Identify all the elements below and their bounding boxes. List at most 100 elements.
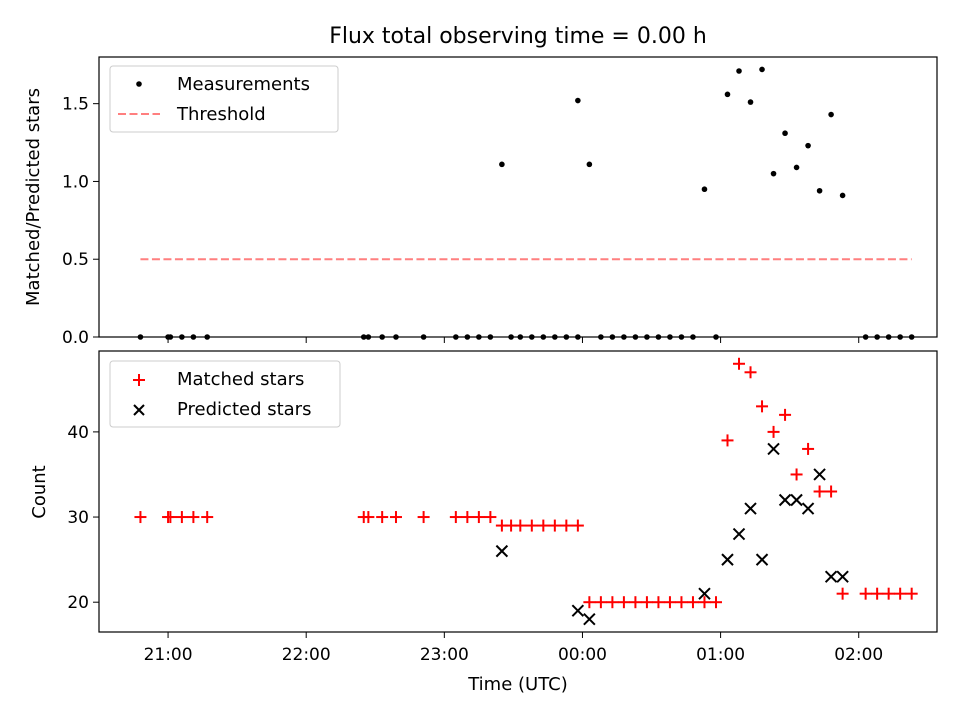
top-y-tick-label: 0.0: [62, 328, 89, 348]
legend-label-matched: Matched stars: [177, 369, 304, 390]
matched-point: [175, 511, 188, 524]
x-tick-label: 01:00: [696, 645, 745, 665]
matched-point: [362, 511, 375, 524]
top-panel: 0.0 0.5 1.0 1.5 Matched/Predicted stars Mea…: [23, 56, 938, 348]
matched-point: [617, 596, 630, 609]
bottom-y-tick-label: 40: [67, 423, 89, 443]
top-legend-box: [109, 65, 339, 133]
bottom-y-axis-label: Count: [29, 465, 50, 518]
predicted-point: [732, 527, 746, 541]
matched-point: [164, 511, 177, 524]
chart-title: Flux total observing time = 0.00 h: [329, 24, 707, 49]
matched-point: [606, 596, 619, 609]
predicted-point: [801, 502, 815, 515]
measurement-point: [724, 91, 731, 98]
predicted-point: [698, 587, 711, 600]
x-tick-label: 00:00: [558, 645, 607, 665]
legend-label-measurements: Measurements: [177, 74, 310, 95]
x-tick-label: 02:00: [834, 645, 883, 665]
matched-point: [767, 425, 780, 438]
predicted-point: [755, 553, 769, 566]
matched-point: [836, 587, 849, 600]
measurement-point: [759, 66, 765, 73]
legend-marker-measurements: [136, 81, 142, 87]
legend-label-threshold: Threshold: [176, 104, 266, 125]
measurement-point: [736, 68, 742, 74]
top-y-tick-label: 0.5: [62, 250, 89, 270]
matched-point: [871, 587, 884, 600]
bottom-y-tick-label: 20: [67, 593, 89, 613]
matched-point: [756, 400, 769, 413]
legend-label-predicted: Predicted stars: [177, 399, 311, 420]
matched-point: [201, 511, 214, 524]
predicted-point: [744, 502, 757, 515]
matched-point: [779, 408, 792, 421]
top-y-axis-label: Matched/Predicted stars: [23, 88, 44, 306]
matched-point: [686, 596, 699, 609]
measurement-point: [770, 170, 777, 177]
bottom-legend: Matched stars Predicted stars: [109, 360, 341, 428]
legend-marker-matched: [133, 374, 145, 386]
matched-point: [859, 587, 872, 600]
measurement-point: [701, 186, 708, 193]
predicted-point: [836, 570, 849, 583]
matched-point: [461, 511, 474, 524]
matched-point: [709, 596, 722, 609]
measurement-point: [805, 142, 811, 149]
predicted-point: [721, 553, 734, 566]
matched-point: [389, 511, 402, 524]
matched-point: [675, 596, 688, 609]
predicted-point: [583, 613, 596, 626]
measurement-point: [828, 111, 834, 118]
matched-point: [663, 596, 676, 609]
bottom-legend-box: [109, 360, 341, 428]
matched-point: [525, 519, 538, 532]
predicted-point: [767, 442, 780, 456]
measurement-point: [499, 161, 505, 168]
predicted-point: [813, 468, 826, 481]
matched-point: [905, 587, 918, 600]
bottom-y-ticks: 20 30 40: [67, 423, 99, 613]
x-tick-label: 22:00: [282, 645, 331, 665]
matched-point: [790, 468, 803, 481]
matched-point: [594, 596, 607, 609]
measurement-point: [782, 130, 788, 137]
matched-point: [548, 519, 561, 532]
predicted-point: [824, 570, 838, 583]
legend-marker-predicted: [133, 404, 145, 416]
matched-point: [571, 519, 584, 532]
measurement-point: [575, 97, 581, 104]
measurement-point: [586, 161, 593, 168]
matched-point: [640, 596, 653, 609]
matched-point: [652, 596, 665, 609]
matched-point: [733, 357, 746, 370]
measurement-point: [793, 164, 800, 171]
matched-point: [472, 511, 485, 524]
matched-point: [894, 587, 907, 600]
predicted-point: [790, 493, 803, 507]
matched-point: [560, 519, 573, 532]
x-tick-label: 23:00: [420, 645, 469, 665]
matched-point: [802, 442, 815, 455]
matched-point: [484, 511, 497, 524]
top-x-ticks: [167, 337, 860, 343]
matched-point: [744, 366, 757, 379]
top-y-tick-label: 1.5: [62, 95, 89, 115]
x-tick-label: 21:00: [144, 645, 193, 665]
matched-point: [583, 596, 596, 609]
matched-point: [449, 511, 462, 524]
top-y-tick-label: 1.0: [62, 172, 89, 192]
top-series: [137, 66, 915, 340]
matched-point: [187, 511, 200, 524]
bottom-series: [134, 357, 918, 626]
matched-point: [698, 596, 711, 609]
bottom-panel: 20 30 40 21:00 22:00 23:00 00:00 01:00 02:00 Co…: [29, 350, 938, 695]
x-axis-label: Time (UTC): [467, 674, 568, 695]
measurement-point: [816, 187, 823, 194]
measurement-point: [747, 99, 754, 105]
bottom-y-tick-label: 30: [67, 508, 89, 528]
predicted-point: [571, 604, 585, 617]
matched-point: [537, 519, 550, 532]
matched-point: [629, 596, 642, 609]
predicted-point: [495, 544, 509, 558]
